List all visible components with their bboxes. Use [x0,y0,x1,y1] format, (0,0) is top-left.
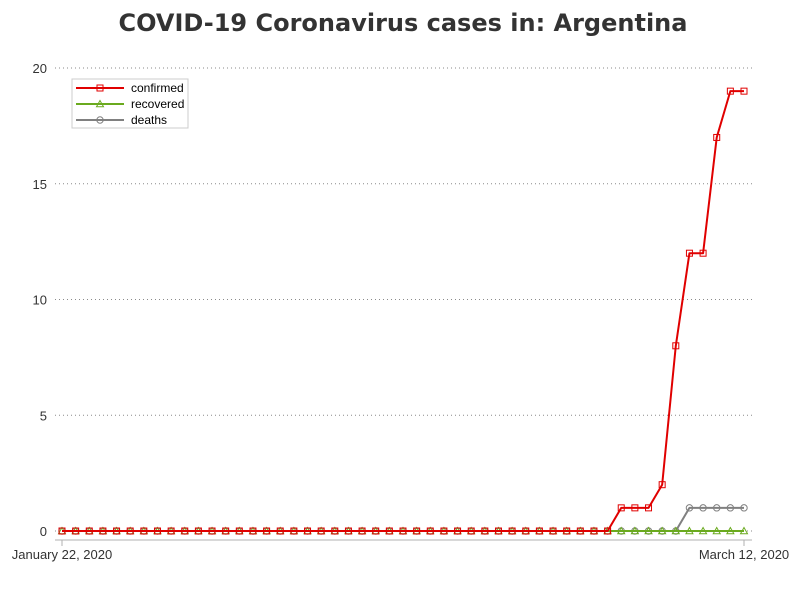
y-tick-label: 10 [33,293,47,308]
recovered-point [644,526,653,535]
confirmed-point [535,527,543,535]
x-tick-label: January 22, 2020 [12,547,112,562]
confirmed-line [62,90,744,532]
confirmed-point [467,527,475,535]
recovered-point [739,526,749,535]
recovered-point [726,526,735,535]
legend-item-deaths: deaths [76,113,167,127]
recovered-point [685,526,694,535]
confirmed-point [113,527,121,535]
y-tick-label: 15 [33,177,47,192]
recovered-point [657,526,667,535]
confirmed-point [740,87,748,95]
series-lines [57,87,749,535]
confirmed-point [604,527,612,535]
axes: 0 5 10 15 20 January 22, 2020 March 12, 2020 [12,61,789,562]
legend-label: confirmed [131,81,184,95]
series-confirmed [58,87,748,535]
recovered-point [698,526,708,535]
confirmed-point [590,527,598,535]
legend-item-confirmed: confirmed [76,81,184,95]
legend-marker [96,116,104,124]
confirmed-point [140,527,148,535]
confirmed-point [576,527,584,535]
confirmed-point [181,527,189,535]
grid-lines [55,67,752,532]
confirmed-point [263,527,271,535]
chart-title: COVID-19 Coronavirus cases in: Argentina [118,9,688,37]
deaths-point [740,504,748,512]
confirmed-point [508,527,516,535]
deaths-point [685,504,694,512]
legend-label: recovered [131,97,184,111]
deaths-point [699,504,707,512]
confirmed-point [699,249,707,257]
confirmed-point [645,504,653,512]
confirmed-point [85,527,93,535]
confirmed-point [713,133,721,141]
legend-marker [95,99,105,108]
confirmed-point [672,342,680,350]
confirmed-point [344,527,352,535]
confirmed-point [522,527,530,535]
confirmed-point [426,527,434,535]
confirmed-point [726,87,734,95]
legend-marker [96,84,104,92]
x-tick-label: March 12, 2020 [699,547,789,562]
confirmed-point [481,527,489,535]
confirmed-point [99,527,107,535]
y-tick-label: 5 [40,408,47,423]
confirmed-point [372,527,380,535]
confirmed-point [276,527,284,535]
confirmed-point [631,504,639,512]
y-tick-label: 20 [33,61,47,76]
deaths-point [726,504,735,512]
confirmed-point [58,527,66,535]
confirmed-point [331,527,339,535]
confirmed-point [563,527,571,535]
confirmed-point [454,527,462,535]
deaths-point [713,504,721,512]
legend-label: deaths [131,113,167,127]
confirmed-point [304,527,312,535]
recovered-point [616,526,626,535]
confirmed-point [617,504,625,512]
recovered-point [671,526,681,535]
confirmed-point [385,527,393,535]
confirmed-point [153,527,161,535]
confirmed-point [658,481,666,489]
confirmed-point [235,527,243,535]
confirmed-point [685,249,693,257]
confirmed-point [549,527,557,535]
recovered-point [712,526,722,535]
confirmed-point [317,527,325,535]
confirmed-point [440,527,448,535]
confirmed-point [167,527,175,535]
series-deaths [58,504,748,535]
legend: confirmed recovered deaths [71,78,189,129]
legend-item-recovered: recovered [76,97,184,111]
confirmed-point [222,527,230,535]
confirmed-point [494,527,502,535]
confirmed-point [358,527,366,535]
confirmed-point [413,527,421,535]
confirmed-point [290,527,298,535]
y-tick-label: 0 [40,524,47,539]
recovered-point [630,526,640,535]
confirmed-point [72,527,80,535]
confirmed-point [249,527,257,535]
confirmed-point [194,527,202,535]
confirmed-point [399,527,407,535]
confirmed-point [126,527,134,535]
confirmed-point [208,527,216,535]
